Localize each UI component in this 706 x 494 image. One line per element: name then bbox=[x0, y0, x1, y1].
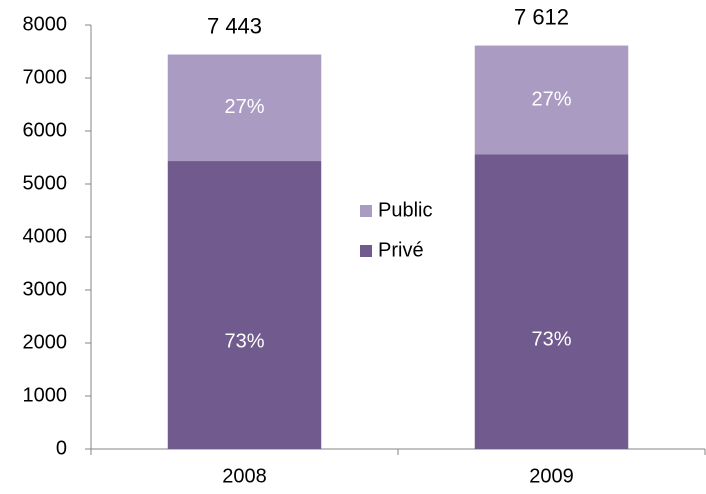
legend-swatch bbox=[360, 205, 372, 217]
bar-segment bbox=[167, 54, 322, 162]
share-label: 27% bbox=[531, 88, 571, 110]
y-tick-label: 1000 bbox=[23, 384, 68, 406]
y-tick-label: 4000 bbox=[23, 225, 68, 247]
share-label: 73% bbox=[531, 328, 571, 350]
bar-segment bbox=[474, 154, 629, 449]
legend-label: Public bbox=[378, 199, 432, 221]
share-label: 73% bbox=[224, 331, 264, 353]
y-tick-label: 8000 bbox=[23, 13, 68, 35]
x-tick-label: 2009 bbox=[529, 465, 574, 487]
y-tick-label: 0 bbox=[56, 437, 67, 459]
y-tick-label: 3000 bbox=[23, 278, 68, 300]
bar-segment bbox=[474, 45, 629, 155]
y-tick-label: 6000 bbox=[23, 119, 68, 141]
y-tick-label: 2000 bbox=[23, 331, 68, 353]
y-tick-label: 5000 bbox=[23, 172, 68, 194]
legend-label: Privé bbox=[378, 239, 424, 261]
total-label: 7 612 bbox=[514, 4, 569, 29]
total-label: 7 443 bbox=[207, 13, 262, 38]
x-tick-label: 2008 bbox=[222, 465, 267, 487]
legend-swatch bbox=[360, 245, 372, 257]
y-tick-label: 7000 bbox=[23, 66, 68, 88]
bar-segment bbox=[167, 161, 322, 449]
share-label: 27% bbox=[224, 96, 264, 118]
